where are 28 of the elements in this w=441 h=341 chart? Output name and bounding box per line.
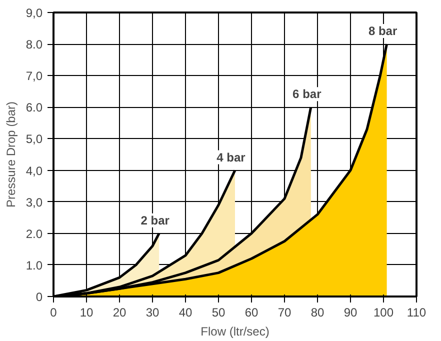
x-tick-label: 90 xyxy=(344,306,358,320)
x-tick-label: 40 xyxy=(178,306,192,320)
x-tick-label: 30 xyxy=(146,306,160,320)
x-tick-label: 0 xyxy=(50,306,58,320)
y-tick-label: 7,0 xyxy=(26,69,43,84)
series-label: 4 bar xyxy=(216,150,246,164)
series-label: 2 bar xyxy=(140,213,170,228)
x-tick-label: 100 xyxy=(373,306,394,320)
x-tick-label: 70 xyxy=(278,306,292,320)
y-tick-label: 0 xyxy=(36,290,43,304)
y-tick-label: 6.0 xyxy=(26,100,43,115)
series-label: 6 bar xyxy=(292,87,322,102)
x-tick-label: 10 xyxy=(80,306,94,320)
y-tick-label: 4,0 xyxy=(26,164,43,178)
y-axis-title: Pressure Drop (bar) xyxy=(4,101,18,208)
y-tick-label: 5,0 xyxy=(26,132,43,146)
x-tick-label: 50 xyxy=(212,306,226,320)
y-tick-label: 2.0 xyxy=(26,226,43,241)
x-tick-label: 110 xyxy=(406,306,426,320)
x-axis-title: Flow (ltr/sec) xyxy=(200,324,270,338)
y-tick-label: 9,0 xyxy=(26,6,43,20)
x-tick-label: 80 xyxy=(310,306,324,320)
x-tick-label: 60 xyxy=(244,306,258,320)
y-tick-label: 1.0 xyxy=(26,258,43,272)
y-tick-label: 8.0 xyxy=(26,38,43,52)
y-tick-label: 3,0 xyxy=(26,195,43,210)
x-tick-label: 20 xyxy=(112,306,126,320)
series-label: 8 bar xyxy=(368,24,398,38)
